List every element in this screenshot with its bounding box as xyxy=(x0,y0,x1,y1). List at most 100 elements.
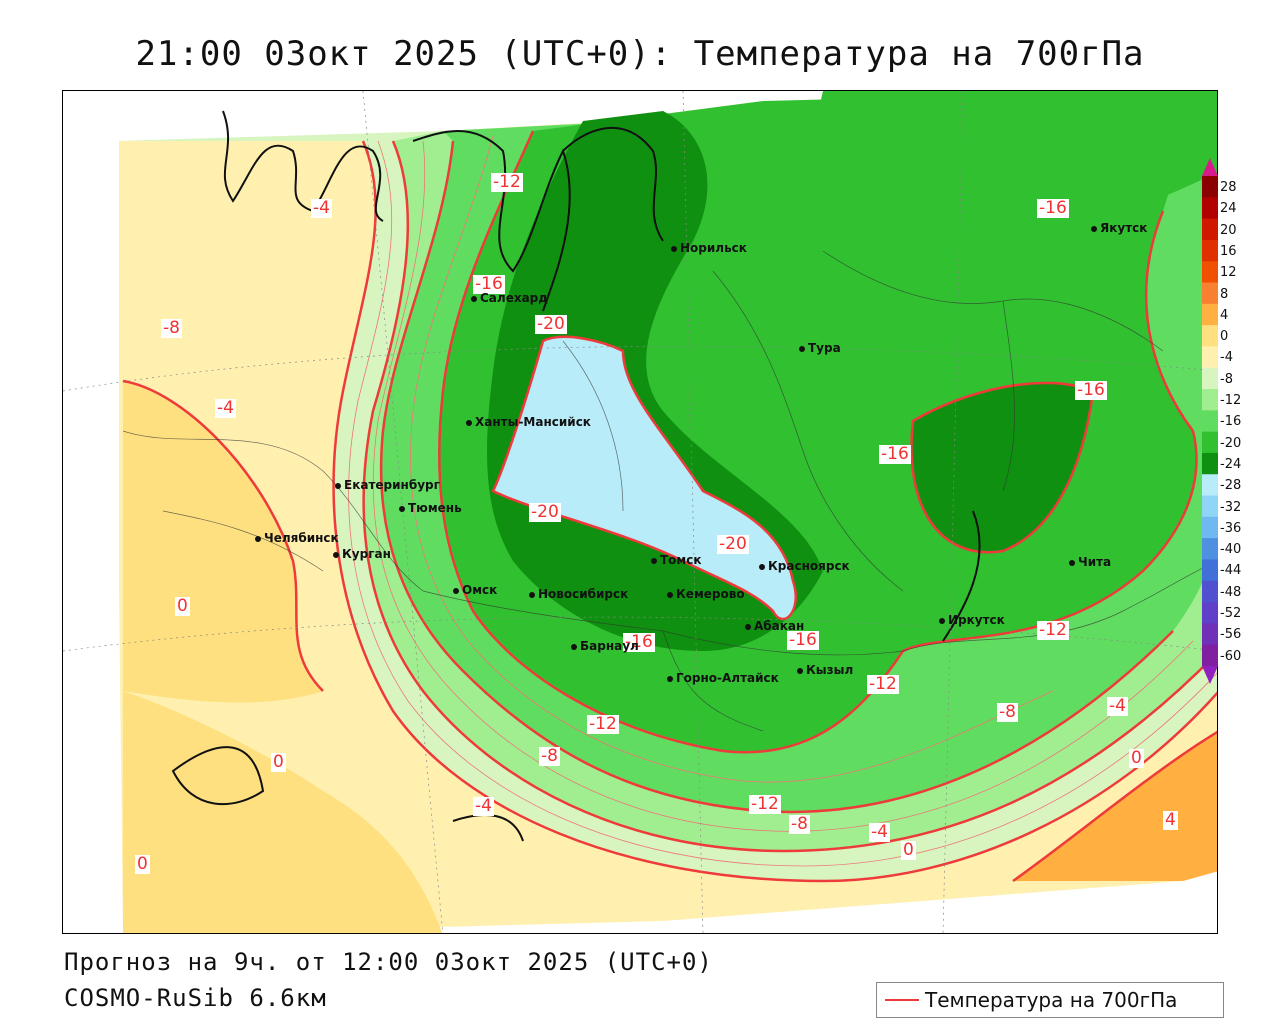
colorbar-cell xyxy=(1202,218,1218,241)
city-marker: Томск xyxy=(651,553,702,567)
colorbar-cell xyxy=(1202,303,1218,326)
city-marker: Барнаул xyxy=(571,639,639,653)
colorbar-top-arrow xyxy=(1202,158,1218,176)
isotherm-label: -20 xyxy=(529,502,561,522)
isotherm-label: -16 xyxy=(623,632,655,652)
map-graphic xyxy=(63,91,1217,933)
colorbar-cell xyxy=(1202,367,1218,390)
city-marker: Кемерово xyxy=(667,587,745,601)
isotherm-label: 4 xyxy=(1163,810,1178,830)
isotherm-label: -16 xyxy=(879,444,911,464)
legend-line-swatch xyxy=(885,999,919,1001)
isotherm-label: -4 xyxy=(215,398,236,418)
city-marker: Салехард xyxy=(471,291,548,305)
isotherm-label: 0 xyxy=(901,840,916,860)
colorbar-tick-label: 8 xyxy=(1220,286,1229,302)
colorbar-tick-label: 24 xyxy=(1220,201,1237,217)
colorbar-cell xyxy=(1202,623,1218,646)
colorbar-tick-label: 0 xyxy=(1220,329,1229,345)
city-marker: Красноярск xyxy=(759,559,850,573)
graticule xyxy=(63,91,1217,933)
colorbar-tick-label: -12 xyxy=(1220,393,1242,409)
colorbar-cell xyxy=(1202,538,1218,560)
colorbar-cell xyxy=(1202,325,1218,347)
isotherm-label: -16 xyxy=(473,274,505,294)
colorbar-cell xyxy=(1202,431,1218,454)
city-marker: Екатеринбург xyxy=(335,478,440,492)
city-marker: Курган xyxy=(333,547,391,561)
colorbar-cell xyxy=(1202,580,1218,603)
isotherm-label: -8 xyxy=(161,318,182,338)
colorbar-tick-label: -52 xyxy=(1220,606,1242,622)
colorbar-cell xyxy=(1202,261,1218,284)
colorbar-cell xyxy=(1202,389,1218,411)
colorbar-tick-label: -44 xyxy=(1220,563,1242,579)
model-name: COSMO-RuSib 6.6км xyxy=(64,984,327,1012)
colorbar-cell xyxy=(1202,559,1218,582)
isotherm-label: 0 xyxy=(135,854,150,874)
colorbar: 28 24 20 16 12 8 4 0 -4 -8 -12 -16 -20 -24 -28 -32 -36 -4… xyxy=(1200,158,1280,688)
colorbar-tick-label: -36 xyxy=(1220,520,1242,536)
isotherm-label: -12 xyxy=(749,794,781,814)
isotherm-label: -8 xyxy=(997,702,1018,722)
colorbar-tick-label: 4 xyxy=(1220,307,1229,323)
city-marker: Горно-Алтайск xyxy=(667,671,779,685)
legend-label: Температура на 700гПа xyxy=(925,988,1178,1012)
colorbar-swatches xyxy=(1202,158,1218,684)
city-marker: Норильск xyxy=(671,241,747,255)
isotherm-label: -16 xyxy=(1037,198,1069,218)
forecast-info: Прогноз на 9ч. от 12:00 03окт 2025 (UTC+… xyxy=(64,948,713,976)
city-marker: Тура xyxy=(799,341,841,355)
coastline xyxy=(171,110,981,842)
isotherm-label: -12 xyxy=(587,714,619,734)
colorbar-tick-label: 28 xyxy=(1220,180,1237,195)
city-marker: Чита xyxy=(1069,555,1111,569)
colorbar-tick-label: -60 xyxy=(1220,648,1242,664)
isotherm-label: -8 xyxy=(539,746,560,766)
colorbar-cell xyxy=(1202,602,1218,624)
colorbar-tick-label: 16 xyxy=(1220,243,1237,259)
colorbar-cell xyxy=(1202,176,1218,198)
isotherm-label: -12 xyxy=(491,172,523,192)
colorbar-tick-label: -4 xyxy=(1220,350,1233,366)
city-marker: Омск xyxy=(453,583,497,597)
city-marker: Якутск xyxy=(1091,221,1147,235)
city-marker: Иркутск xyxy=(939,613,1005,627)
colorbar-tick-label: -40 xyxy=(1220,542,1242,558)
colorbar-tick-label: -20 xyxy=(1220,435,1242,451)
map-title: 21:00 03окт 2025 (UTC+0): Температура на… xyxy=(135,34,1145,74)
isotherm-minor xyxy=(348,135,1217,867)
colorbar-cell xyxy=(1202,516,1218,539)
city-marker: Челябинск xyxy=(255,531,339,545)
colorbar-cell xyxy=(1202,239,1218,262)
isotherm-label: 0 xyxy=(271,752,286,772)
isotherm-label: -20 xyxy=(535,314,567,334)
city-marker: Тюмень xyxy=(399,501,462,515)
isotherm-label: -12 xyxy=(1037,620,1069,640)
isotherm-label: 0 xyxy=(175,596,190,616)
colorbar-tick-label: -16 xyxy=(1220,414,1242,430)
city-marker: Ханты-Мансийск xyxy=(466,415,591,429)
colorbar-cell xyxy=(1202,474,1218,497)
colorbar-cell xyxy=(1202,452,1218,475)
isotherm-label: -16 xyxy=(787,630,819,650)
isotherm-label: -16 xyxy=(1075,380,1107,400)
colorbar-cell xyxy=(1202,495,1218,518)
isotherm-label: -4 xyxy=(311,198,332,218)
colorbar-bottom-arrow xyxy=(1202,666,1218,684)
city-marker: Новосибирск xyxy=(529,587,628,601)
colorbar-cell xyxy=(1202,197,1218,220)
isotherm-lines xyxy=(122,130,1217,883)
colorbar-tick-label: -28 xyxy=(1220,478,1242,494)
city-marker: Абакан xyxy=(745,619,804,633)
colorbar-tick-label: 20 xyxy=(1220,222,1237,238)
colorbar-cell xyxy=(1202,282,1218,305)
isotherm-label: -4 xyxy=(473,796,494,816)
isotherm-label: 0 xyxy=(1129,748,1144,768)
temperature-map: -12 -4 -8 -16 -4 -16 -20 -20 -20 -16 -16… xyxy=(62,90,1218,934)
isotherm-label: -8 xyxy=(789,814,810,834)
legend: Температура на 700гПа xyxy=(876,982,1224,1018)
colorbar-tick-label: 12 xyxy=(1220,265,1237,281)
colorbar-tick-label: -32 xyxy=(1220,499,1242,515)
isotherm-label: -4 xyxy=(869,822,890,842)
